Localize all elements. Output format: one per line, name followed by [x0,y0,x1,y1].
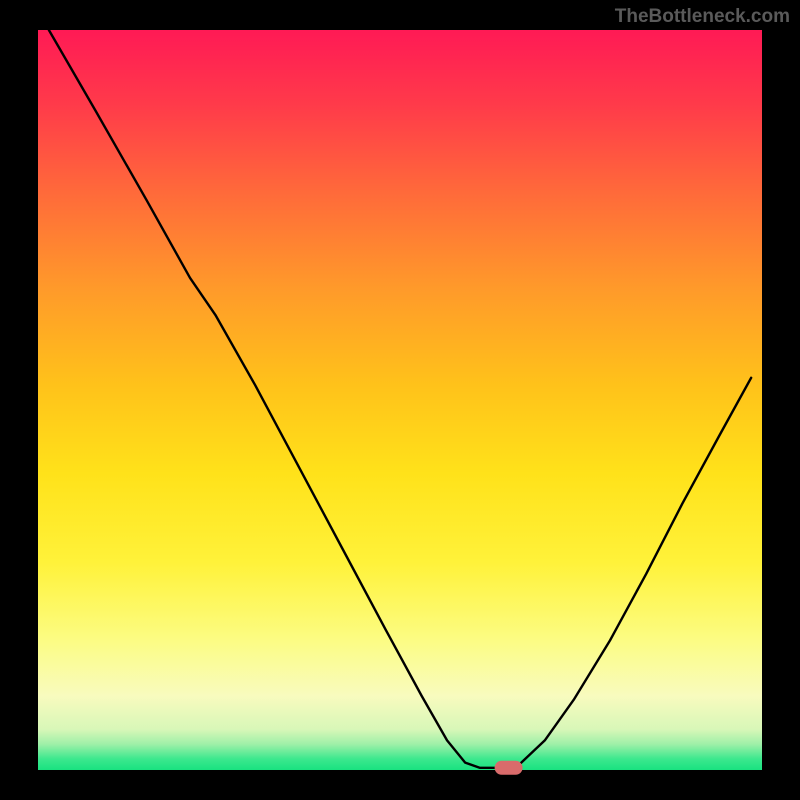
figure-container: TheBottleneck.com [0,0,800,800]
optimum-marker [495,761,523,775]
plot-area [38,30,762,770]
bottleneck-chart [0,0,800,800]
watermark-text: TheBottleneck.com [615,6,790,28]
